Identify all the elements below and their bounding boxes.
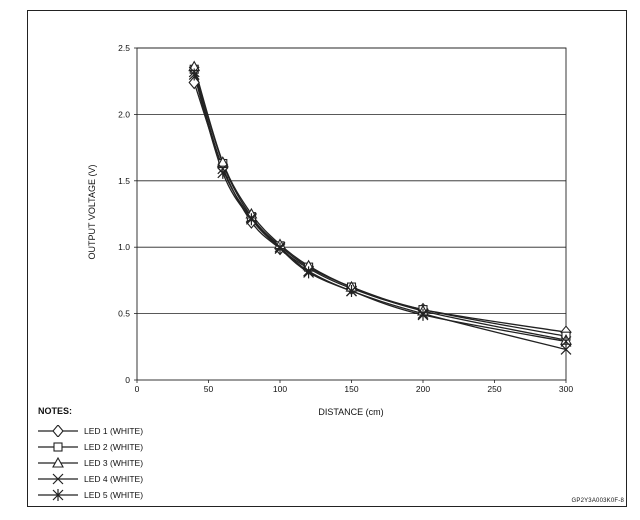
legend-marker-diamond (52, 425, 64, 437)
legend-swatch-x (38, 473, 78, 485)
data-point-led-3 (216, 156, 229, 167)
x-tick-label: 100 (273, 384, 287, 394)
x-tick-label: 50 (204, 384, 214, 394)
figure-frame (27, 10, 627, 507)
series-layer (188, 60, 572, 355)
y-tick-label: 1.5 (118, 176, 130, 186)
series-line-led-1 (193, 82, 567, 333)
legend: LED 1 (WHITE) LED 2 (WHITE) LED 3 (WHITE) L… (38, 423, 143, 503)
legend-label: LED 2 (WHITE) (84, 442, 144, 452)
grid-lines (137, 47, 566, 315)
legend-swatch-square (38, 442, 78, 452)
legend-label: LED 5 (WHITE) (84, 490, 144, 500)
data-point-led-5 (417, 308, 429, 321)
legend-label: LED 3 (WHITE) (84, 458, 144, 468)
series-line-led-3 (193, 66, 567, 341)
data-point-led-5 (217, 166, 229, 179)
legend-swatch-star (38, 489, 78, 501)
x-tick-label: 200 (416, 384, 430, 394)
legend-item-led-1: LED 1 (WHITE) (38, 423, 143, 439)
data-point-led-5 (274, 242, 286, 255)
legend-item-led-3: LED 3 (WHITE) (38, 455, 143, 471)
axes (134, 47, 567, 383)
legend-swatch-triangle (38, 457, 78, 468)
x-tick-label: 150 (344, 384, 358, 394)
data-point-led-4 (560, 344, 572, 355)
x-tick-label: 0 (135, 384, 140, 394)
legend-swatch-diamond (38, 425, 78, 437)
data-point-led-5 (303, 266, 315, 279)
legend-label: LED 4 (WHITE) (84, 474, 144, 484)
legend-marker-square (53, 442, 63, 452)
y-tick-label: 2.5 (118, 43, 130, 53)
legend-item-led-4: LED 4 (WHITE) (38, 471, 143, 487)
data-point-led-5 (245, 213, 257, 226)
y-tick-label: 0 (125, 375, 130, 385)
y-axis-label: OUTPUT VOLTAGE (V) (87, 164, 97, 260)
series-line-led-2 (193, 69, 567, 337)
data-point-led-5 (560, 335, 572, 348)
legend-item-led-5: LED 5 (WHITE) (38, 487, 143, 503)
figure-code: GP2Y3A003K0F-8 (571, 498, 624, 504)
y-tick-label: 0.5 (118, 309, 130, 319)
x-tick-label: 300 (559, 384, 573, 394)
y-tick-label: 2.0 (118, 109, 130, 119)
legend-label: LED 1 (WHITE) (84, 426, 144, 436)
legend-marker-star (52, 489, 64, 501)
data-point-led-5 (188, 68, 200, 81)
data-point-led-1 (188, 75, 200, 90)
legend-marker-triangle (52, 457, 64, 468)
legend-marker-x (52, 473, 64, 485)
legend-title: NOTES: (38, 406, 73, 416)
y-tick-label: 1.0 (118, 242, 130, 252)
x-axis-label: DISTANCE (cm) (318, 407, 384, 417)
x-tick-label: 250 (487, 384, 501, 394)
tick-labels: 0 0.5 1.0 1.5 2.0 2.5 0 50 100 150 200 250 300 (118, 43, 573, 394)
data-point-led-5 (346, 285, 357, 298)
legend-item-led-2: LED 2 (WHITE) (38, 439, 143, 455)
